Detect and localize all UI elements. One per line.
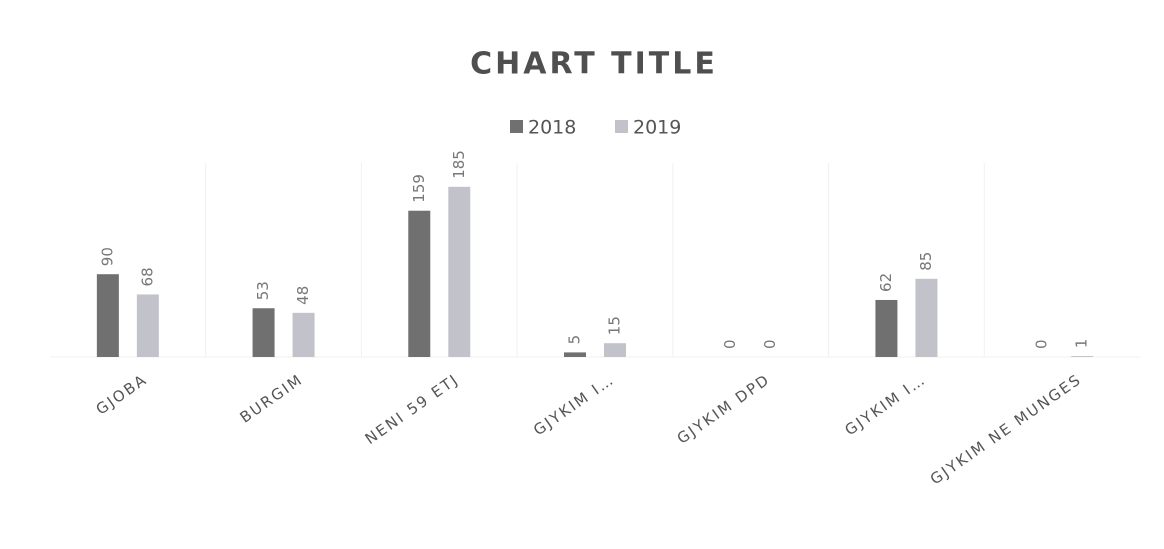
- chart-title: CHART TITLE: [470, 47, 718, 82]
- bar: [136, 294, 159, 357]
- data-label: 159: [410, 174, 428, 203]
- data-label: 90: [98, 247, 116, 266]
- x-tick-label: GJYKIM DPD: [674, 370, 774, 447]
- bar: [252, 308, 275, 357]
- bar: [915, 278, 938, 357]
- data-label: 85: [917, 252, 935, 271]
- data-label: 62: [877, 273, 895, 292]
- bar: [96, 274, 119, 357]
- bar: [408, 210, 431, 357]
- bar: [292, 312, 315, 357]
- data-label: 0: [721, 339, 739, 349]
- legend-label: 2019: [633, 117, 681, 139]
- x-tick-label: NENI 59 ETJ: [362, 370, 462, 448]
- data-label: 15: [606, 316, 624, 335]
- data-label: 5: [566, 335, 584, 345]
- bar: [564, 352, 586, 357]
- data-label: 0: [761, 339, 779, 349]
- legend-swatch: [615, 120, 628, 133]
- x-tick-label: BURGIM: [237, 370, 307, 426]
- bar: [604, 343, 626, 357]
- data-label: 48: [294, 286, 312, 305]
- x-tick-label: GJYKIM NE MUNGES: [927, 370, 1085, 488]
- bar: [1071, 356, 1094, 357]
- data-label: 185: [450, 150, 468, 179]
- legend-label: 2018: [528, 117, 576, 139]
- legend-swatch: [510, 120, 523, 133]
- data-label: 68: [138, 267, 156, 286]
- data-label: 0: [1033, 339, 1051, 349]
- x-tick-label: GJYKIM I…: [530, 370, 618, 439]
- bar: [875, 299, 898, 357]
- data-label: 1: [1073, 339, 1091, 349]
- bar: [448, 186, 471, 357]
- data-label: 53: [254, 281, 272, 300]
- x-tick-label: GJYKIM I…: [841, 370, 929, 439]
- x-tick-label: GJOBA: [93, 370, 151, 418]
